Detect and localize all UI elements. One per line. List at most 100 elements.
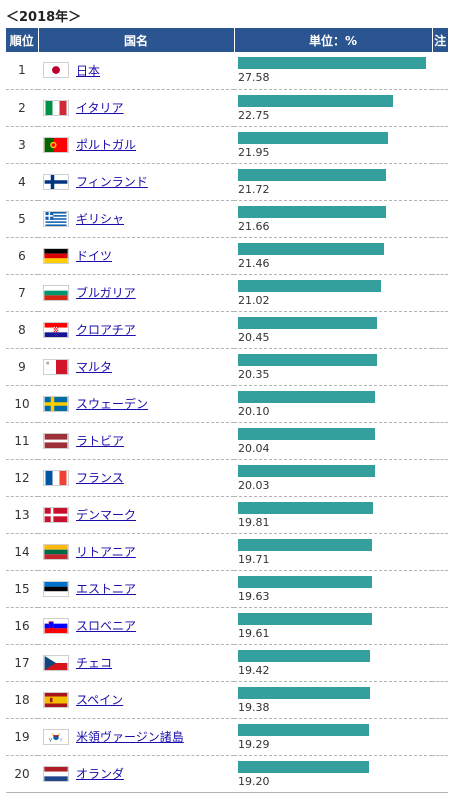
rank-number: 16: [14, 618, 30, 633]
note-cell: [432, 755, 448, 792]
country-cell: ポルトガル: [38, 126, 234, 163]
value-bar: [238, 427, 375, 440]
country-link[interactable]: スウェーデン: [76, 397, 149, 411]
value-bar: [238, 390, 375, 403]
note-cell: [432, 126, 448, 163]
country-cell: V I 米領ヴァージン諸島: [38, 718, 234, 755]
value-label: 19.61: [238, 626, 270, 640]
bar-cell: 19.42: [234, 644, 432, 681]
table-body: 1 日本 27.58 2 イタリア 22.75 3 ポルトガル 21.95 4 フィンランド 21.7…: [6, 52, 448, 792]
table-row: 19 V I 米領ヴァージン諸島 19.29: [6, 718, 448, 755]
note-cell: [432, 533, 448, 570]
bulgaria-flag-icon: [43, 284, 69, 301]
croatia-flag-icon: [43, 321, 69, 338]
country-link[interactable]: スロベニア: [76, 619, 137, 633]
value-label: 19.42: [238, 663, 270, 677]
bar-cell: 21.95: [234, 126, 432, 163]
note-cell: [432, 681, 448, 718]
greece-flag-icon: [43, 210, 69, 227]
value-label: 19.20: [238, 774, 270, 788]
bar-cell: 19.81: [234, 496, 432, 533]
table-row: 17 チェコ 19.42: [6, 644, 448, 681]
table-row: 5 ギリシャ 21.66: [6, 200, 448, 237]
country-link[interactable]: ポルトガル: [76, 138, 137, 152]
value-label: 19.29: [238, 737, 270, 751]
ranking-table: 順位 国名 単位：% 注 1 日本 27.58 2 イタリア 22.75 3 ポルトガル 21.…: [6, 28, 448, 793]
value-label: 21.66: [238, 219, 270, 233]
value-bar: [238, 649, 370, 662]
country-link[interactable]: オランダ: [76, 767, 125, 781]
note-cell: [432, 422, 448, 459]
table-row: 2 イタリア 22.75: [6, 89, 448, 126]
value-bar: [238, 242, 384, 255]
country-link[interactable]: ギリシャ: [76, 212, 125, 226]
country-cell: イタリア: [38, 89, 234, 126]
country-link[interactable]: クロアチア: [76, 323, 136, 337]
bar-cell: 22.75: [234, 89, 432, 126]
svg-text:V: V: [49, 737, 52, 743]
value-label: 20.04: [238, 441, 270, 455]
rank-number: 4: [18, 174, 26, 189]
table-row: 13 デンマーク 19.81: [6, 496, 448, 533]
rank-number: 14: [14, 544, 30, 559]
country-link[interactable]: リトアニア: [76, 545, 136, 559]
country-link[interactable]: 米領ヴァージン諸島: [76, 730, 184, 744]
country-link[interactable]: ブルガリア: [76, 286, 136, 300]
svg-text:I: I: [60, 737, 61, 743]
bar-cell: 19.20: [234, 755, 432, 792]
country-link[interactable]: ドイツ: [76, 249, 113, 263]
netherlands-flag-icon: [43, 765, 69, 782]
bar-cell: 19.63: [234, 570, 432, 607]
year-caption: ＜2018年＞: [6, 10, 82, 25]
country-link[interactable]: マルタ: [76, 360, 113, 374]
note-cell: [432, 200, 448, 237]
country-link[interactable]: ラトビア: [76, 434, 125, 448]
value-label: 20.35: [238, 367, 270, 381]
lithuania-flag-icon: [43, 543, 69, 560]
country-link[interactable]: フランス: [76, 471, 124, 485]
header-unit: 単位：%: [234, 28, 433, 52]
note-cell: [432, 644, 448, 681]
country-link[interactable]: チェコ: [76, 656, 113, 670]
country-link[interactable]: スペイン: [76, 693, 124, 707]
note-cell: [432, 274, 448, 311]
country-link[interactable]: デンマーク: [76, 508, 137, 522]
value-bar: [238, 205, 386, 218]
value-label: 21.46: [238, 256, 270, 270]
country-link[interactable]: エストニア: [76, 582, 137, 596]
table-row: 15 エストニア 19.63: [6, 570, 448, 607]
rank-number: 12: [14, 470, 30, 485]
country-link[interactable]: フィンランド: [76, 175, 148, 189]
rank-number: 8: [18, 322, 26, 337]
country-link[interactable]: 日本: [76, 63, 101, 78]
table-row: 3 ポルトガル 21.95: [6, 126, 448, 163]
value-label: 27.58: [238, 71, 270, 85]
value-label: 21.72: [238, 182, 270, 196]
rank-number: 2: [18, 100, 26, 115]
france-flag-icon: [43, 469, 69, 486]
country-cell: フランス: [38, 459, 234, 496]
value-label: 19.81: [238, 515, 270, 529]
value-bar: [238, 686, 370, 699]
note-cell: [432, 52, 448, 89]
rank-number: 6: [18, 248, 26, 263]
country-link[interactable]: イタリア: [76, 101, 124, 115]
table-row: 1 日本 27.58: [6, 52, 448, 89]
bar-cell: 20.10: [234, 385, 432, 422]
value-label: 19.71: [238, 552, 270, 566]
table-row: 18 スペイン 19.38: [6, 681, 448, 718]
value-bar: [238, 131, 388, 144]
header-country: 国名: [38, 28, 235, 52]
note-cell: [432, 89, 448, 126]
value-bar: [238, 168, 386, 181]
note-cell: [432, 348, 448, 385]
sweden-flag-icon: [43, 395, 69, 412]
table-row: 10 スウェーデン 20.10: [6, 385, 448, 422]
country-cell: ブルガリア: [38, 274, 234, 311]
table-row: 12 フランス 20.03: [6, 459, 448, 496]
table-row: 7 ブルガリア 21.02: [6, 274, 448, 311]
finland-flag-icon: [43, 173, 69, 190]
rank-number: 15: [14, 581, 30, 596]
note-cell: [432, 163, 448, 200]
